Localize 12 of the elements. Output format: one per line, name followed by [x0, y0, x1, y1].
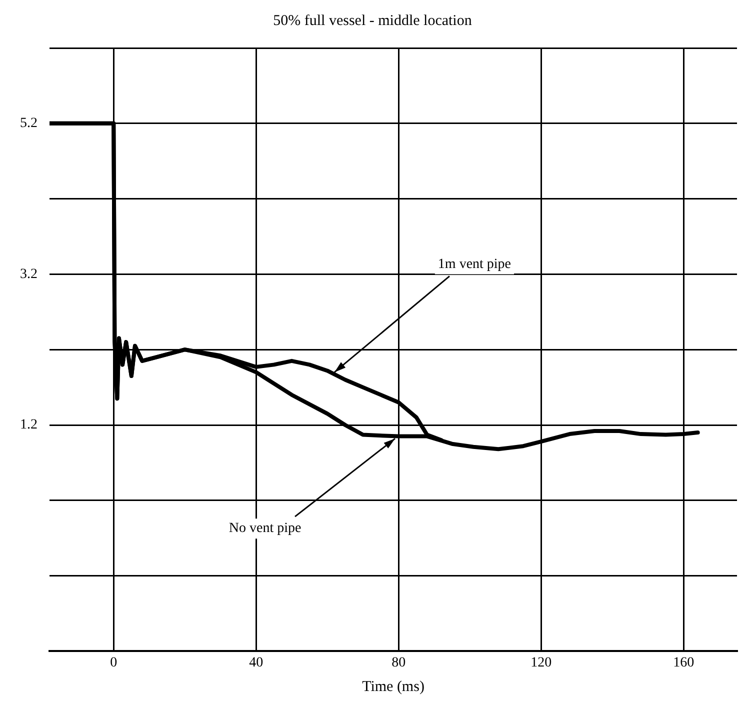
annotation: 1m vent pipe [438, 256, 512, 272]
chart-title: 50% full vessel - middle location [273, 12, 472, 29]
x-tick-label: 120 [530, 655, 552, 670]
x-tick-label: 160 [673, 655, 694, 670]
x-tick-label: 80 [392, 655, 406, 670]
x-axis-title: Time (ms) [362, 678, 424, 695]
y-tick-label: 3.2 [20, 266, 38, 282]
y-tick-label: 1.2 [20, 418, 38, 433]
y-tick-label: 5.2 [20, 116, 38, 132]
x-tick-label: 40 [249, 655, 264, 670]
annotation: No vent pipe [228, 521, 302, 536]
x-tick-label: 0 [110, 655, 118, 670]
